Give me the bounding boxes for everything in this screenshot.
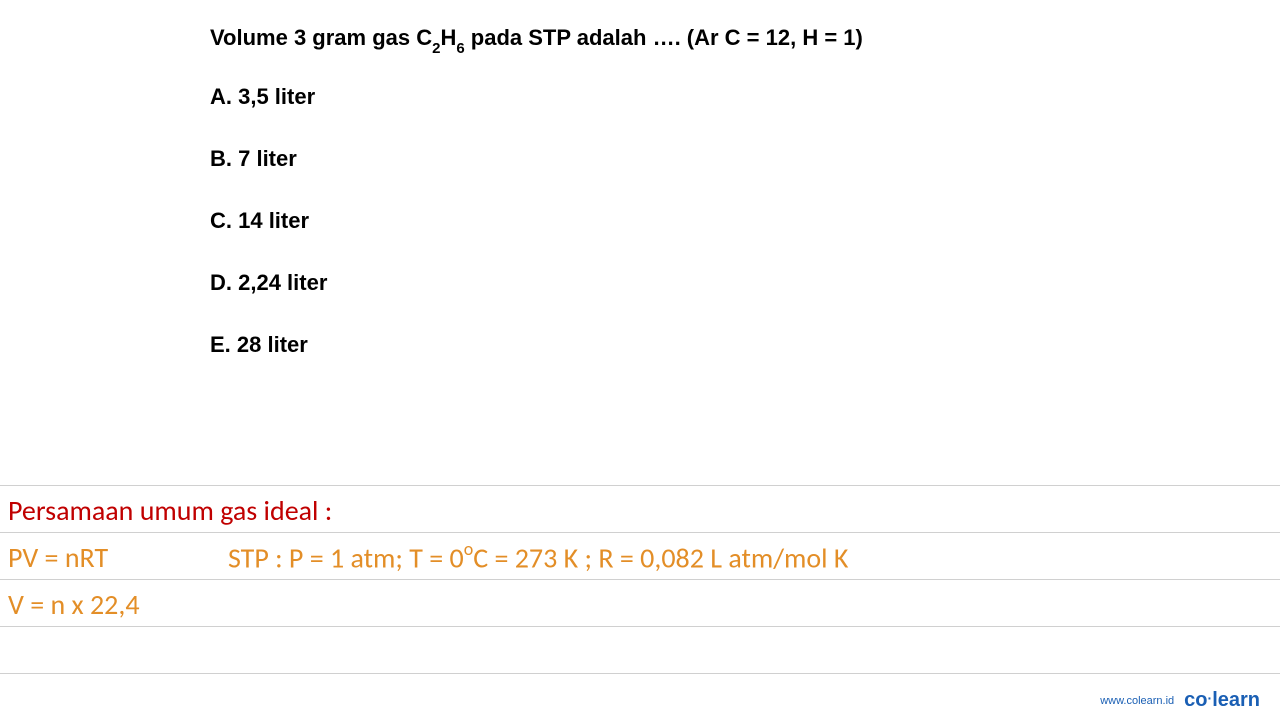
empty-row — [0, 627, 1280, 673]
divider-line — [0, 673, 1280, 674]
option-b: B. 7 liter — [210, 146, 1280, 172]
notes-title: Persamaan umum gas ideal : — [8, 493, 332, 528]
formula1-right-sup: o — [464, 538, 474, 560]
footer-url: www.colearn.id — [1100, 695, 1174, 707]
option-d: D. 2,24 liter — [210, 270, 1280, 296]
note-title-row: Persamaan umum gas ideal : — [0, 486, 1280, 532]
question-suffix: pada STP adalah …. (Ar C = 12, H = 1) — [465, 25, 863, 50]
option-a: A. 3,5 liter — [210, 84, 1280, 110]
formula1-left: PV = nRT — [8, 540, 228, 575]
formula-row-2: V = n x 22,4 — [0, 580, 1280, 626]
formula1-right: STP : P = 1 atm; T = 0oC = 273 K ; R = 0… — [228, 540, 848, 575]
logo-part1: co — [1184, 689, 1207, 711]
logo-part2: learn — [1212, 689, 1260, 711]
logo-dot: · — [1208, 690, 1213, 706]
question-sub1: 2 — [432, 40, 440, 57]
option-e: E. 28 liter — [210, 332, 1280, 358]
question-text: Volume 3 gram gas C2H6 pada STP adalah …… — [210, 25, 1280, 54]
formula-row-1: PV = nRT STP : P = 1 atm; T = 0oC = 273 … — [0, 533, 1280, 579]
formula1-right-suffix: C = 273 K ; R = 0,082 L atm/mol K — [473, 540, 848, 575]
option-c: C. 14 liter — [210, 208, 1280, 234]
notes-section: Persamaan umum gas ideal : PV = nRT STP … — [0, 485, 1280, 674]
formula1-right-prefix: STP : P = 1 atm; T = 0 — [228, 540, 464, 575]
question-mid: H — [440, 25, 456, 50]
question-sub2: 6 — [456, 40, 464, 57]
question-area: Volume 3 gram gas C2H6 pada STP adalah …… — [0, 0, 1280, 358]
question-prefix: Volume 3 gram gas C — [210, 25, 432, 50]
formula2: V = n x 22,4 — [8, 587, 140, 622]
footer-logo: co·learn — [1184, 689, 1260, 712]
footer: www.colearn.id co·learn — [1100, 689, 1260, 712]
options-list: A. 3,5 liter B. 7 liter C. 14 liter D. 2… — [210, 84, 1280, 358]
